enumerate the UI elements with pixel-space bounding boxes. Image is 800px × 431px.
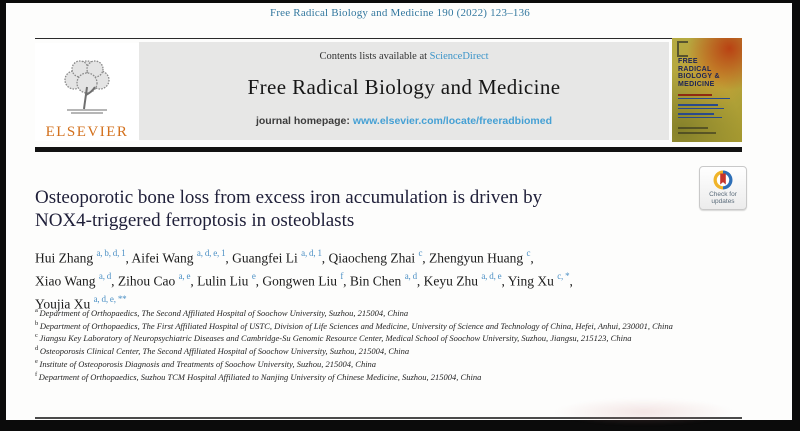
footnote-rule	[35, 417, 742, 419]
journal-title: Free Radical Biology and Medicine	[247, 75, 561, 99]
affiliation-sup: c	[35, 332, 40, 340]
author-name: Lulin Liu	[197, 273, 252, 289]
author-name: Zhengyun Huang	[429, 250, 527, 266]
elsevier-tree-icon	[64, 60, 110, 114]
affiliation-line: e Institute of Osteoporosis Diagnosis an…	[35, 357, 377, 369]
cover-title-line: FREE	[678, 58, 698, 65]
affiliation-line: c Jiangsu Key Laboratory of Neuropsychia…	[35, 332, 632, 344]
affiliation-sup: b	[35, 319, 40, 327]
badge-label: Check for updates	[709, 191, 737, 205]
author-affiliation-sup: c, *	[557, 271, 570, 281]
author-name: Aifei Wang	[131, 250, 197, 266]
affiliation-sup: d	[35, 345, 40, 353]
author-name: Gongwen Liu	[262, 273, 341, 289]
header-top-rule	[35, 38, 742, 39]
crossmark-icon	[713, 170, 733, 190]
author-name: Bin Chen	[349, 273, 405, 289]
author-name: Guangfei Li	[232, 250, 302, 266]
author-name: Qiaocheng Zhai	[328, 250, 419, 266]
journal-header-band: Contents lists available at ScienceDirec…	[139, 42, 669, 140]
sciencedirect-link[interactable]: ScienceDirect	[429, 51, 489, 62]
article-title: Osteoporotic bone loss from excess iron …	[35, 186, 695, 232]
author-affiliation-sup: f	[340, 271, 344, 281]
author-name: Youjia Xu	[35, 296, 94, 312]
cover-title-line: BIOLOGY &	[678, 73, 720, 80]
author-affiliation-sup: c	[418, 248, 423, 258]
faint-watermark	[553, 398, 735, 426]
author-affiliation-sup: a, d	[98, 271, 112, 281]
journal-citation: Free Radical Biology and Medicine 190 (2…	[270, 7, 530, 19]
author-affiliation-sup: a, b, d, 1	[96, 248, 126, 258]
cover-title: FREE RADICAL BIOLOGY & MEDICINE	[678, 58, 720, 88]
affiliation-sup: f	[35, 370, 39, 378]
homepage-url-link[interactable]: www.elsevier.com/locate/freeradbiomed	[352, 115, 553, 127]
cover-title-line: MEDICINE	[678, 80, 715, 88]
affiliation-sup: e	[35, 357, 40, 365]
author-affiliation-sup: a, d, e, 1	[196, 248, 226, 258]
affiliation-sup: a	[35, 307, 40, 314]
author-name: Ying Xu	[507, 273, 558, 289]
homepage-line: journal homepage: www.elsevier.com/locat…	[139, 115, 669, 127]
affiliation-line: a Department of Orthopaedics, The Second…	[35, 307, 409, 318]
author-name: Xiao Wang	[35, 273, 99, 289]
article-title-line2: NOX4-triggered ferroptosis in osteoblast…	[35, 210, 355, 231]
header-divider-bar	[35, 147, 742, 152]
cover-title-line: RADICAL	[678, 65, 712, 73]
check-for-updates-badge[interactable]: Check for updates	[699, 166, 747, 210]
cover-microtext	[678, 94, 730, 120]
author-name: Zihou Cao	[117, 273, 179, 289]
affiliation-line: b Department of Orthopaedics, The First …	[35, 319, 673, 331]
affiliation-line: d Osteoporosis Clinical Center, The Seco…	[35, 345, 410, 357]
cover-footer-marks	[678, 127, 716, 136]
author-affiliation-sup: c	[526, 248, 531, 258]
author-affiliation-sup: a, d, 1	[301, 248, 322, 258]
affiliation-line: f Department of Orthopaedics, Suzhou TCM…	[35, 370, 482, 382]
author-affiliation-sup: a, d	[404, 271, 417, 281]
author-list: Hui Zhang a, b, d, 1, Aifei Wang a, d, e…	[35, 248, 573, 312]
homepage-label: journal homepage:	[255, 115, 353, 127]
author-affiliation-sup: a, d, e, **	[93, 294, 127, 304]
author-name: Keyu Zhu	[423, 273, 482, 289]
contents-prefix: Contents lists available at	[319, 51, 430, 62]
elsevier-wordmark: ELSEVIER	[45, 124, 129, 140]
journal-cover-thumbnail[interactable]: FREE RADICAL BIOLOGY & MEDICINE	[672, 38, 742, 142]
author-affiliation-sup: a, d, e	[481, 271, 502, 281]
article-title-line1: Osteoporotic bone loss from excess iron …	[35, 187, 543, 208]
elsevier-logo: ELSEVIER	[35, 43, 139, 141]
contents-line: Contents lists available at ScienceDirec…	[139, 51, 669, 62]
author-affiliation-sup: e	[251, 271, 256, 281]
author-name: Hui Zhang	[35, 250, 97, 266]
affiliations: a Department of Orthopaedics, The Second…	[35, 306, 743, 382]
author-affiliation-sup: a, e	[178, 271, 191, 281]
cover-publisher-mark	[677, 41, 688, 57]
